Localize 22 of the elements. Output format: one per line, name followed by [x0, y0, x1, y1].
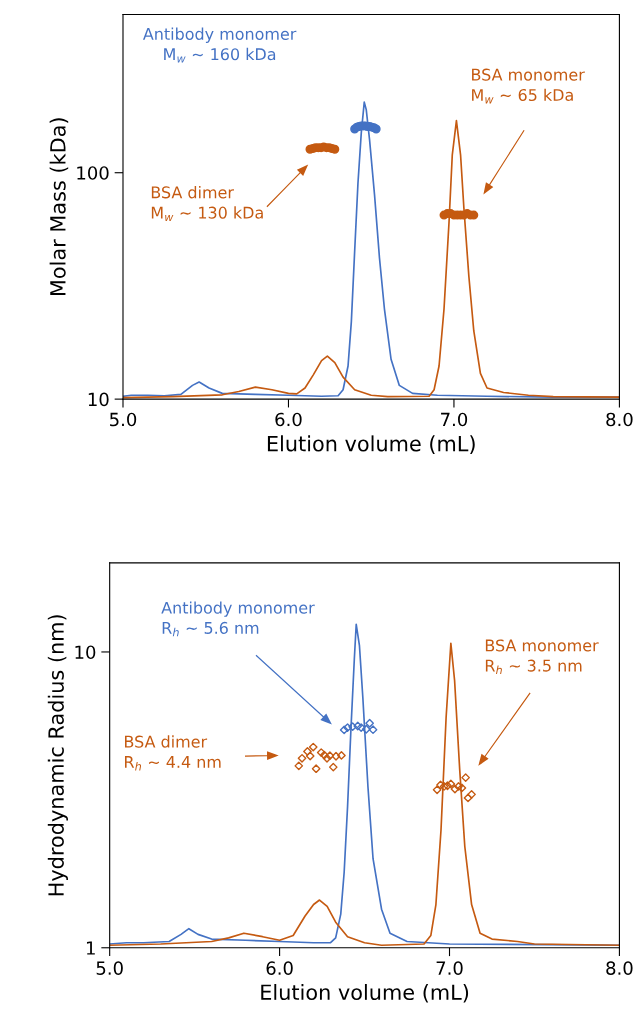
annotation: Antibody monomer R$_{h}$ ~ 5.6 nm [161, 601, 315, 637]
x-tick-label: 6.0 [275, 412, 302, 427]
y-tick-label: 1 [86, 941, 95, 955]
y-tick-label: 10 [75, 645, 96, 660]
x-tick-label: 7.0 [436, 961, 463, 975]
x-tick-label: 5.0 [96, 961, 123, 975]
x-axis-title: Elution volume (mL) [267, 435, 475, 454]
x-tick-label: 8.0 [606, 961, 633, 975]
x-tick-label: 6.0 [266, 961, 293, 975]
annotation: BSA dimer R$_{h}$ ~ 4.4 nm [125, 735, 221, 771]
annotation: BSA dimer M$_{w}$ ~ 130 kDa [151, 186, 263, 222]
y-tick-label: 10 [88, 392, 109, 407]
x-tick-label: 8.0 [606, 412, 633, 427]
annotation: BSA monomer R$_{h}$ ~ 3.5 nm [485, 639, 599, 675]
x-tick-label: 5.0 [110, 412, 137, 427]
x-tick-label: 7.0 [441, 412, 468, 427]
x-axis-title: Elution volume (mL) [261, 983, 469, 1003]
annotation: BSA monomer M$_{w}$ ~ 65 kDa [472, 68, 585, 104]
y-tick-label: 100 [77, 166, 109, 180]
y-axis-title: Molar Mass (kDa) [49, 118, 69, 296]
y-axis-title: Hydrodynamic Radius (nm) [47, 615, 68, 896]
annotation: Antibody monomer M$_{w}$ ~ 160 kDa [142, 27, 297, 63]
